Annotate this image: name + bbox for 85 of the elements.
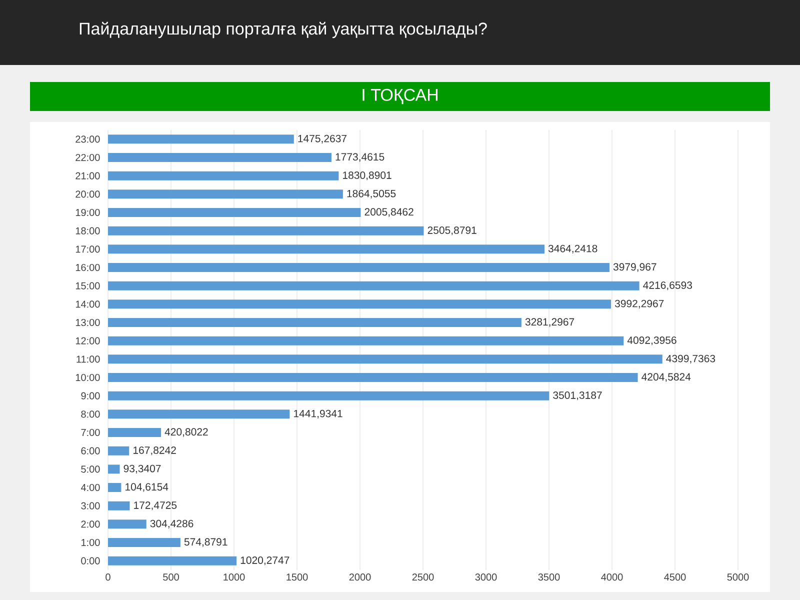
y-tick-label: 1:00: [82, 538, 100, 546]
y-tick-label: 23:00: [76, 136, 100, 143]
y-tick-label: 22:00: [76, 154, 100, 162]
bar: [108, 336, 624, 346]
bar: [108, 208, 361, 217]
y-tick-label: 14:00: [76, 300, 100, 308]
y-tick-label: 5:00: [81, 466, 100, 473]
bar: [108, 391, 550, 400]
bar: [108, 556, 237, 566]
y-tick-label: 3:00: [81, 502, 100, 510]
x-tick-label: 500: [163, 574, 179, 581]
y-tick-label: 10:00: [76, 374, 100, 382]
chart-subtitle: I ТОҚСАН: [362, 88, 438, 104]
data-label: 2505,8791: [428, 226, 476, 236]
bar: [108, 428, 162, 437]
bar: [108, 483, 122, 492]
data-label: 3501,3187: [553, 392, 602, 400]
y-tick-label: 21:00: [76, 172, 100, 180]
data-label: 1830,8901: [343, 172, 392, 180]
x-tick-label: 5000: [727, 574, 749, 581]
bar: [108, 446, 130, 456]
bar: [108, 152, 332, 162]
bar: [108, 262, 610, 272]
data-label: 3464,2418: [548, 244, 598, 254]
data-label: 420,8022: [164, 428, 208, 437]
y-tick-label: 15:00: [76, 282, 100, 290]
x-tick-label: 4500: [664, 574, 686, 581]
data-label: 2005,8462: [364, 208, 414, 217]
bar: [108, 354, 662, 364]
y-tick-label: 12:00: [76, 337, 100, 344]
x-tick-label: 3000: [475, 574, 497, 581]
x-tick-label: 1000: [224, 574, 245, 581]
data-label: 172,4725: [134, 502, 177, 510]
bar: [108, 171, 339, 180]
data-label: 1475,2637: [298, 134, 347, 144]
y-tick-label: 2:00: [81, 520, 100, 528]
bar: [108, 538, 180, 547]
data-label: 93,3407: [124, 464, 161, 474]
bar: [108, 464, 120, 474]
y-tick-label: 6:00: [81, 447, 100, 454]
data-label: 304,4286: [150, 520, 194, 529]
data-label: 3979,967: [613, 263, 656, 272]
data-label: 4399,7363: [666, 354, 716, 364]
data-label: 4216,6593: [643, 282, 692, 290]
data-label: 574,8791: [184, 538, 228, 547]
y-tick-label: 9:00: [81, 392, 100, 400]
x-tick-label: 4000: [601, 574, 623, 581]
y-tick-label: 0:00: [81, 557, 100, 564]
y-tick-label: 13:00: [76, 318, 100, 326]
data-label: 4204,5824: [642, 373, 691, 382]
y-tick-label: 11:00: [76, 356, 100, 363]
y-tick-label: 8:00: [81, 410, 100, 418]
bar: [108, 373, 638, 382]
y-tick-label: 17:00: [76, 246, 100, 253]
y-tick-label: 4:00: [80, 484, 100, 492]
bar: [108, 501, 130, 510]
data-label: 1441,9341: [294, 410, 342, 419]
bar: [108, 226, 424, 236]
x-tick-label: 1500: [286, 574, 308, 581]
bar: [108, 134, 294, 144]
bar: [108, 190, 343, 199]
y-tick-label: 16:00: [76, 264, 100, 272]
bar: [108, 281, 640, 290]
bar: [108, 520, 146, 529]
x-tick-label: 3500: [538, 574, 560, 581]
data-label: 167,8242: [133, 446, 176, 456]
data-label: 3281,2967: [525, 318, 574, 327]
y-tick-label: 7:00: [81, 428, 100, 436]
data-label: 1773,4615: [336, 153, 384, 162]
data-label: 1864,5055: [347, 190, 396, 199]
bar: [108, 300, 612, 309]
y-tick-label: 20:00: [76, 190, 100, 198]
data-label: 4092,3956: [627, 336, 676, 346]
data-label: 3992,2967: [614, 300, 664, 309]
y-tick-label: 18:00: [76, 227, 100, 234]
x-tick-label: 2000: [349, 574, 371, 581]
y-tick-label: 19:00: [76, 208, 100, 216]
x-tick-label: 0: [106, 574, 110, 581]
data-label: 1020,2747: [240, 556, 290, 566]
bar: [108, 318, 522, 327]
bar: [108, 410, 290, 419]
bar: [108, 244, 544, 254]
chart-title: Пайдаланушылар порталға қай уақытта қосылады?: [80, 22, 487, 38]
data-label: 104,6154: [126, 483, 168, 492]
x-tick-label: 2500: [412, 574, 434, 581]
